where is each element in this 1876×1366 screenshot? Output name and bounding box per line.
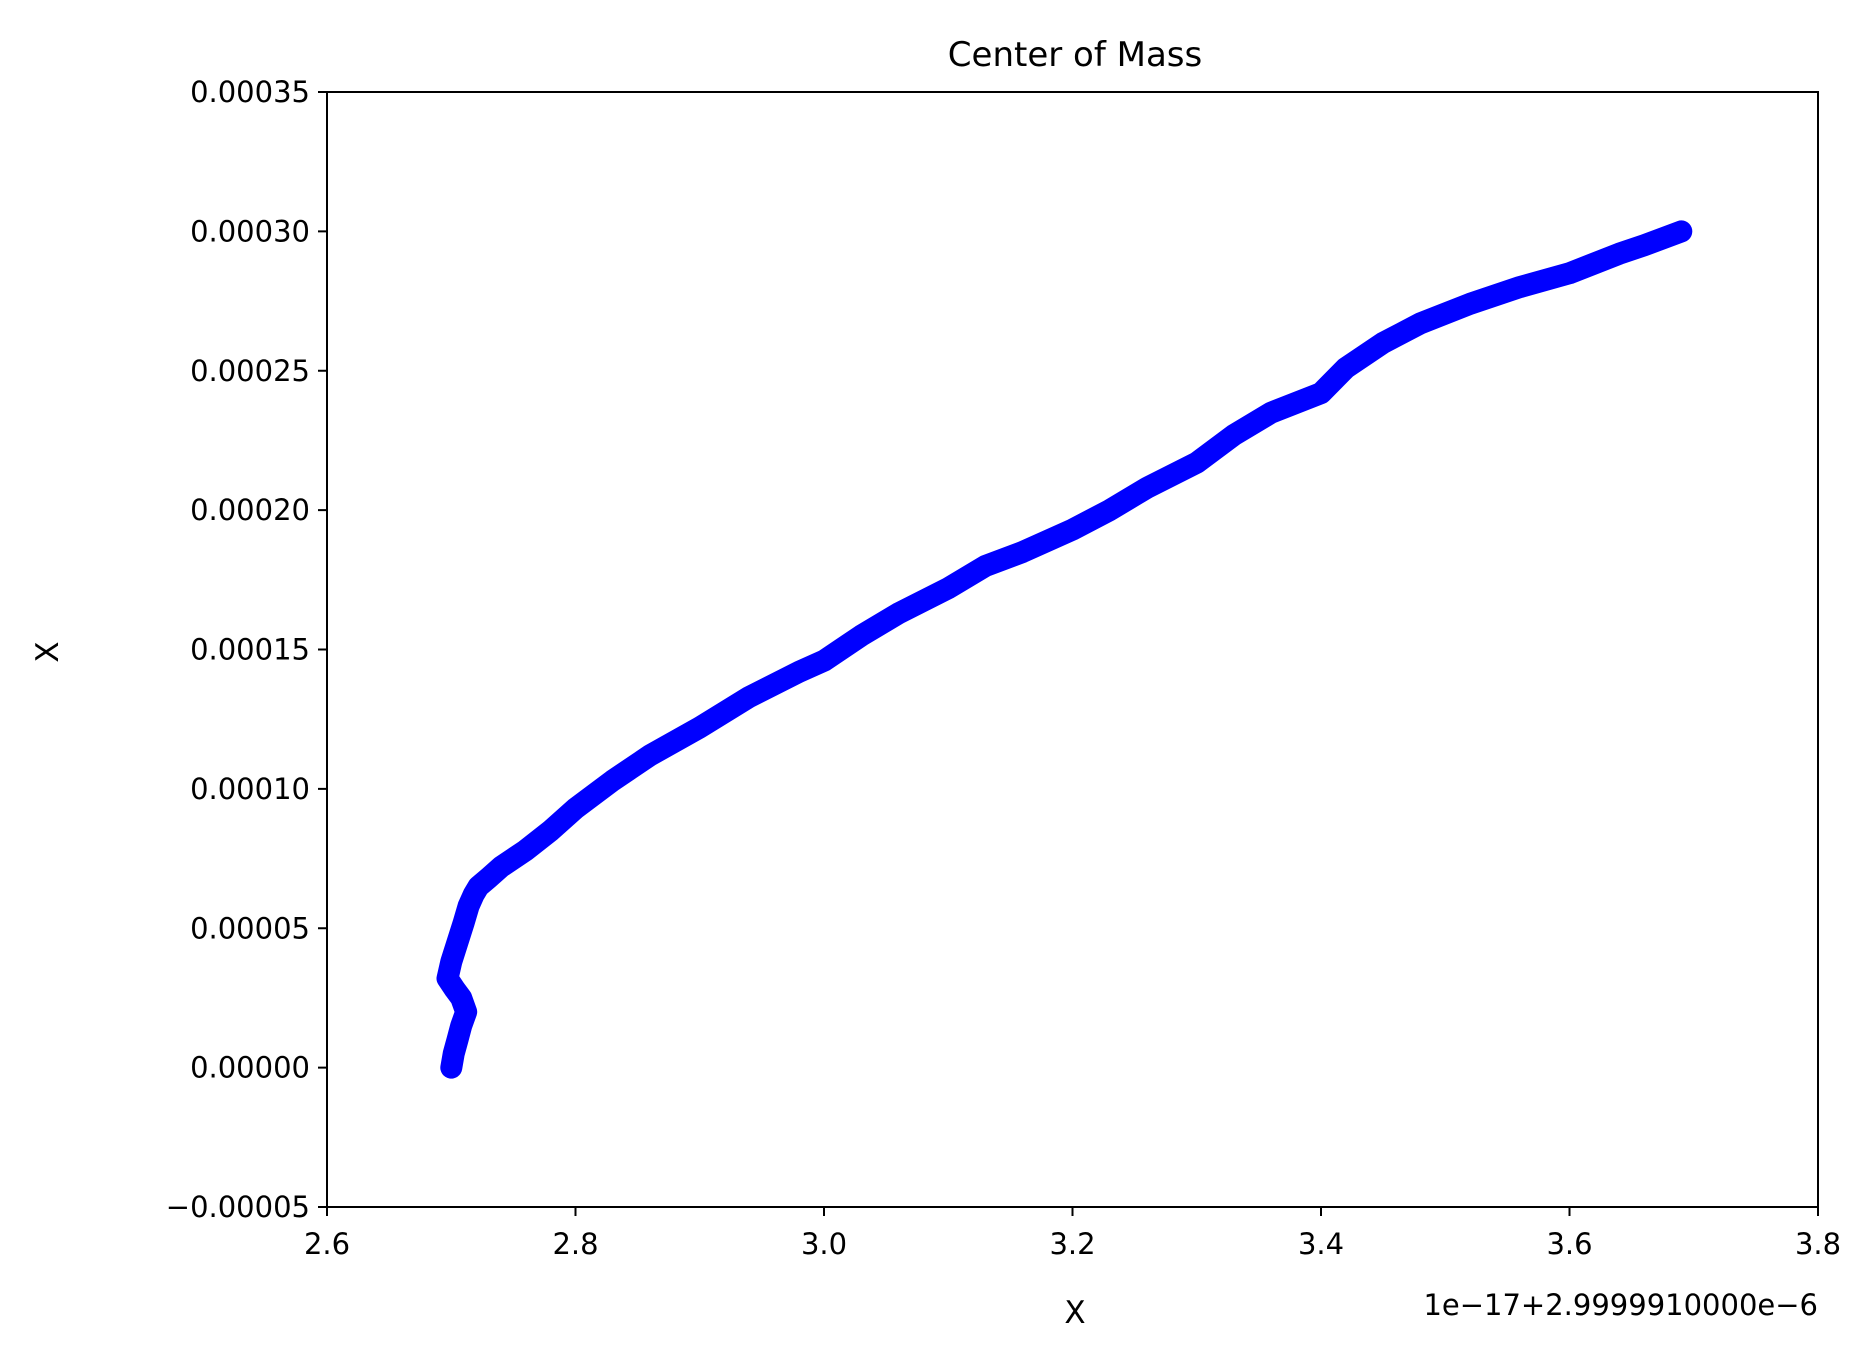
- y-axis: −0.00005 0.00000 0.00005 0.00010 0.00015 0.00…: [166, 75, 327, 1224]
- y-tick-label: 0.00030: [190, 214, 310, 248]
- y-tick-label: 0.00000: [190, 1051, 310, 1085]
- x-axis-label: X: [1064, 1295, 1085, 1331]
- x-tick-label: 2.8: [552, 1227, 598, 1261]
- y-tick-label: 0.00035: [190, 75, 310, 109]
- x-axis: 2.6 2.8 3.0 3.2 3.4 3.6 3.8: [304, 1207, 1841, 1261]
- y-tick-label: 0.00015: [190, 633, 310, 667]
- x-axis-offset-label: 1e−17+2.9999910000e−6: [1423, 1288, 1818, 1322]
- x-tick-label: 3.0: [801, 1227, 847, 1261]
- x-tick-label: 3.4: [1298, 1227, 1344, 1261]
- series-layer: [436, 220, 1693, 1079]
- y-tick-label: 0.00010: [190, 772, 310, 806]
- y-tick-label: 0.00005: [190, 911, 310, 945]
- x-tick-label: 2.6: [304, 1227, 350, 1261]
- series-line: [436, 220, 1693, 1079]
- plot-area: [326, 91, 1819, 1208]
- y-tick-label: −0.00005: [166, 1190, 310, 1224]
- y-axis-label: X: [30, 641, 66, 662]
- y-tick-label: 0.00020: [190, 493, 310, 527]
- x-tick-label: 3.6: [1546, 1227, 1592, 1261]
- y-tick-label: 0.00025: [190, 354, 310, 388]
- chart-title: Center of Mass: [948, 35, 1202, 75]
- x-tick-label: 3.2: [1049, 1227, 1095, 1261]
- x-tick-label: 3.8: [1795, 1227, 1841, 1261]
